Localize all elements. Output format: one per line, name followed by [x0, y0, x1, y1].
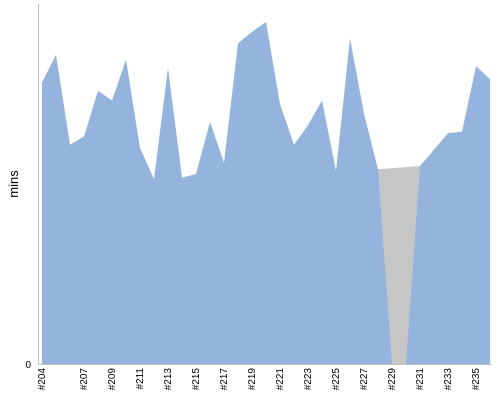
x-tick-label: #227 [359, 368, 370, 391]
area-series-layer [42, 22, 490, 364]
x-tick-label: #209 [107, 368, 118, 391]
x-tick-label: #223 [303, 368, 314, 391]
x-tick-label: #215 [191, 368, 202, 391]
x-tick-label: #207 [79, 368, 90, 391]
x-tick-label: #233 [443, 368, 454, 391]
x-tick-label: #204 [37, 368, 48, 391]
x-tick-label: #235 [471, 368, 482, 391]
y-axis-label: mins [6, 170, 21, 198]
x-tick-label: #213 [163, 368, 174, 391]
x-tick-label: #225 [331, 368, 342, 391]
x-tick-label: #229 [387, 368, 398, 391]
x-tick-labels: #204 #207 #209 #211 #213 #215 #217 #219 #221 #223… [37, 368, 482, 391]
x-tick-label: #211 [135, 368, 146, 390]
x-tick-label: #231 [415, 368, 426, 391]
x-tick-label: #219 [247, 368, 258, 391]
area-series [42, 22, 490, 364]
x-tick-label: #221 [275, 368, 286, 391]
x-tick-label: #217 [219, 368, 230, 391]
y-tick-label-0: 0 [25, 360, 31, 371]
